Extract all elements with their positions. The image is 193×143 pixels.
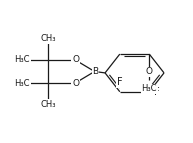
Text: CH₃: CH₃ [40,100,56,109]
Text: B: B [92,67,99,76]
Text: H₃C: H₃C [14,55,30,64]
Text: H₃C: H₃C [141,84,157,93]
Text: F: F [117,77,123,87]
Text: CH₃: CH₃ [40,34,56,43]
Text: O: O [72,55,79,64]
Text: F: F [154,87,160,97]
Text: O: O [72,79,79,88]
Text: H₃C: H₃C [14,79,30,88]
Text: O: O [146,67,153,76]
